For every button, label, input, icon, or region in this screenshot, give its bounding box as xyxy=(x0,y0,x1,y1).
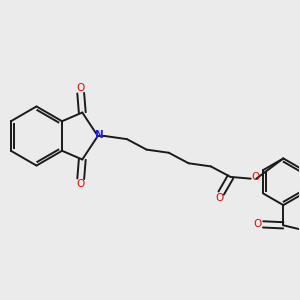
Text: O: O xyxy=(76,82,85,93)
Text: O: O xyxy=(76,179,85,189)
Text: O: O xyxy=(254,219,262,230)
Text: N: N xyxy=(95,130,104,140)
Text: O: O xyxy=(251,172,259,182)
Text: O: O xyxy=(216,193,224,203)
